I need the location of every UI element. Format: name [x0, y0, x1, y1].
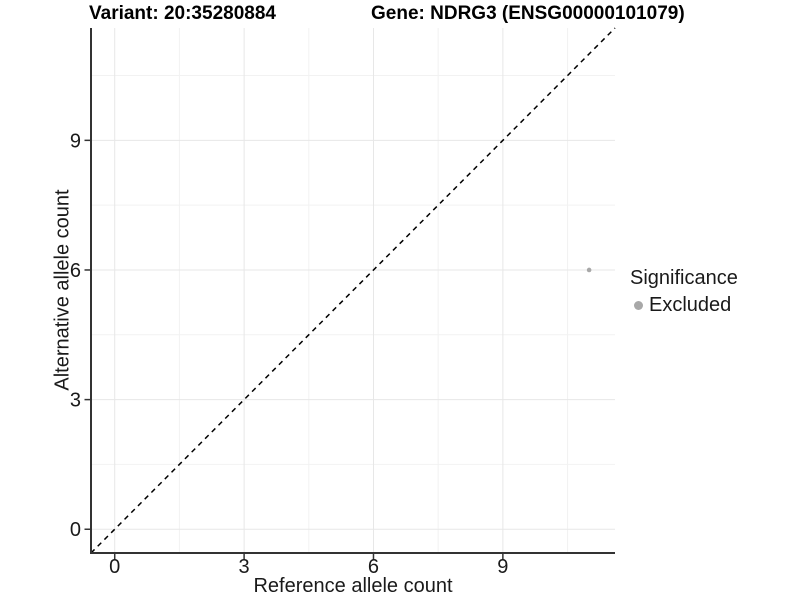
legend-item-excluded: Excluded: [630, 294, 738, 317]
legend: Significance Excluded: [630, 266, 738, 317]
y-tick-label: 0: [70, 519, 81, 541]
y-tick-label: 6: [70, 260, 81, 282]
x-axis-title: Reference allele count: [253, 575, 453, 597]
legend-title: Significance: [630, 267, 738, 289]
legend-point-icon: [634, 301, 643, 310]
data-point: [586, 267, 592, 273]
y-tick-label: 9: [70, 130, 81, 152]
y-tick-label: 3: [70, 390, 81, 412]
x-tick-label: 6: [368, 556, 379, 578]
identity-line: [90, 27, 616, 554]
x-tick-label: 0: [109, 556, 120, 578]
plot-title-variant: Variant: 20:35280884: [89, 3, 276, 24]
y-axis-title: Alternative allele count: [51, 189, 74, 391]
x-tick-label: 3: [239, 556, 250, 578]
legend-item-label: Excluded: [649, 294, 732, 316]
x-tick-label: 9: [497, 556, 508, 578]
plot-title-gene: Gene: NDRG3 (ENSG00000101079): [371, 3, 685, 24]
